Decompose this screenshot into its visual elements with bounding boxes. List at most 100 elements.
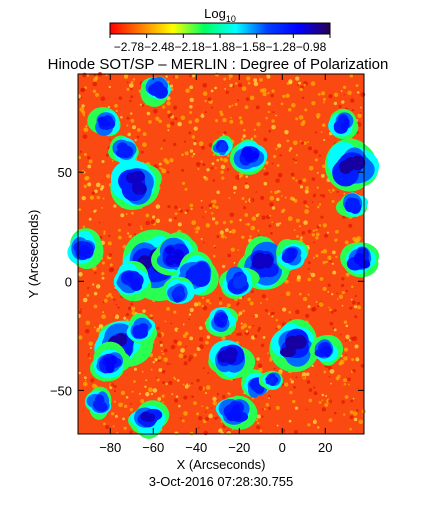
region-blob xyxy=(262,253,274,269)
speckle xyxy=(342,85,347,89)
speckle xyxy=(117,228,122,232)
speckle xyxy=(211,162,215,165)
speckle xyxy=(259,302,262,305)
speckle xyxy=(271,221,274,223)
speckle xyxy=(100,185,105,189)
speckle xyxy=(332,270,337,275)
speckle xyxy=(130,112,133,115)
speckle xyxy=(321,407,327,412)
speckle xyxy=(107,241,112,246)
speckle xyxy=(320,173,325,178)
speckle xyxy=(92,89,97,93)
speckle xyxy=(120,116,123,119)
speckle xyxy=(174,212,178,216)
speckle xyxy=(332,327,335,330)
speckle xyxy=(183,395,188,400)
speckle xyxy=(251,290,254,294)
speckle xyxy=(350,298,353,301)
speckle xyxy=(344,339,347,342)
speckle xyxy=(277,324,281,329)
colorbar-title-sub: 10 xyxy=(226,14,236,24)
speckle xyxy=(180,115,186,120)
speckle xyxy=(125,396,129,399)
speckle xyxy=(322,261,326,265)
speckle xyxy=(184,384,189,389)
speckle xyxy=(274,190,278,195)
speckle xyxy=(321,194,326,198)
speckle xyxy=(252,324,255,327)
speckle xyxy=(182,323,185,326)
speckle xyxy=(93,77,98,83)
speckle xyxy=(310,272,316,278)
region-blob xyxy=(117,144,125,152)
speckle xyxy=(318,154,322,157)
speckle xyxy=(185,345,187,348)
speckle xyxy=(244,105,249,110)
speckle xyxy=(81,110,86,115)
speckle xyxy=(249,197,255,203)
speckle xyxy=(189,74,193,78)
speckle xyxy=(298,179,303,185)
speckle xyxy=(250,225,256,231)
network-region xyxy=(205,306,239,337)
speckle xyxy=(150,368,153,371)
speckle xyxy=(204,210,207,213)
speckle xyxy=(89,357,92,360)
speckle xyxy=(87,286,90,290)
speckle xyxy=(311,364,314,368)
speckle xyxy=(338,294,344,300)
speckle xyxy=(357,113,362,119)
speckle xyxy=(294,159,298,163)
speckle xyxy=(344,354,347,356)
speckle xyxy=(123,426,127,430)
speckle xyxy=(101,206,103,209)
speckle xyxy=(275,178,280,183)
speckle xyxy=(183,355,187,359)
speckle xyxy=(289,391,293,395)
speckle xyxy=(328,306,330,309)
speckle xyxy=(253,128,256,131)
speckle xyxy=(198,385,204,391)
speckle xyxy=(318,302,324,307)
region-blob xyxy=(140,411,151,421)
speckle xyxy=(238,311,243,315)
speckle xyxy=(308,388,313,392)
speckle xyxy=(299,185,304,189)
region-blob xyxy=(252,385,259,392)
speckle xyxy=(226,303,231,308)
speckle xyxy=(78,98,81,101)
speckle xyxy=(284,196,287,199)
speckle xyxy=(331,293,334,296)
speckle xyxy=(189,307,194,313)
speckle xyxy=(267,110,271,114)
speckle xyxy=(263,408,266,411)
speckle xyxy=(351,108,355,112)
speckle xyxy=(351,285,354,288)
region-blob xyxy=(102,118,109,127)
speckle xyxy=(106,173,111,179)
speckle xyxy=(177,121,182,127)
speckle xyxy=(206,335,211,339)
speckle xyxy=(253,81,259,87)
speckle xyxy=(242,134,246,138)
speckle xyxy=(78,335,83,340)
speckle xyxy=(129,99,132,103)
speckle xyxy=(295,376,298,379)
speckle xyxy=(255,105,260,110)
speckle xyxy=(183,140,187,143)
speckle xyxy=(210,200,213,203)
speckle xyxy=(218,428,223,433)
region-blob xyxy=(130,280,142,292)
speckle xyxy=(350,336,355,341)
speckle xyxy=(130,87,133,91)
speckle xyxy=(130,402,132,405)
speckle xyxy=(304,189,309,194)
speckle xyxy=(333,411,337,415)
speckle xyxy=(214,417,218,421)
network-region xyxy=(163,276,195,305)
speckle xyxy=(254,314,259,318)
speckle xyxy=(202,305,208,311)
speckle xyxy=(81,195,86,201)
region-blob xyxy=(219,314,226,320)
speckle xyxy=(313,386,316,389)
